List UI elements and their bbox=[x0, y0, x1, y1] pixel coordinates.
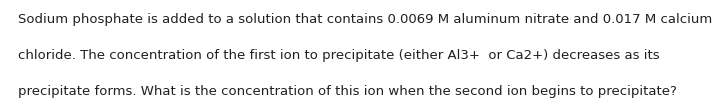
Text: precipitate forms. What is the concentration of this ion when the second ion beg: precipitate forms. What is the concentra… bbox=[18, 85, 677, 98]
Text: chloride. The concentration of the first ion to precipitate (either Al3+  or Ca2: chloride. The concentration of the first… bbox=[18, 49, 659, 62]
Text: Sodium phosphate is added to a solution that contains 0.0069 M aluminum nitrate : Sodium phosphate is added to a solution … bbox=[18, 13, 712, 26]
